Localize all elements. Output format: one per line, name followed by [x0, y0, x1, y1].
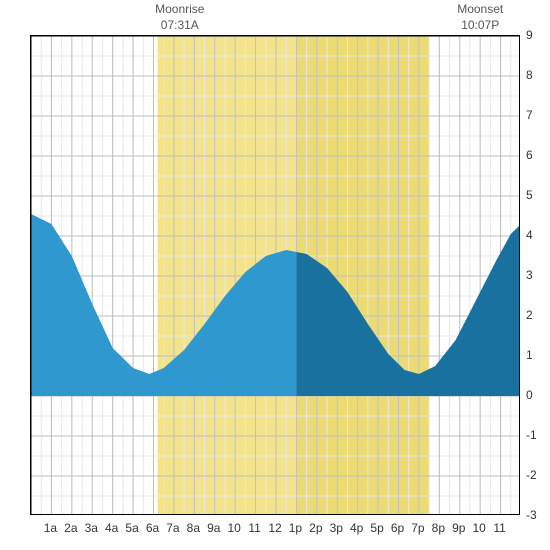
y-tick-label: 1 — [526, 348, 533, 362]
x-tick-label: 8a — [187, 521, 200, 535]
moonrise-title: Moonrise — [155, 2, 204, 18]
x-tick-label: 7a — [166, 521, 179, 535]
moonrise-time: 07:31A — [155, 18, 204, 34]
x-tick-label: 5p — [370, 521, 383, 535]
x-tick-label: 4a — [105, 521, 118, 535]
x-tick-label: 9p — [452, 521, 465, 535]
y-tick-label: -3 — [526, 508, 537, 522]
x-tick-label: 1p — [289, 521, 302, 535]
plot-svg — [31, 36, 520, 515]
x-tick-label: 7p — [411, 521, 424, 535]
x-tick-label: 10 — [227, 521, 240, 535]
x-tick-label: 8p — [432, 521, 445, 535]
y-tick-label: 8 — [526, 68, 533, 82]
x-tick-label: 3p — [330, 521, 343, 535]
moonset-title: Moonset — [457, 2, 503, 18]
y-tick-label: 5 — [526, 188, 533, 202]
moonset-label: Moonset 10:07P — [457, 2, 503, 33]
x-tick-label: 9a — [207, 521, 220, 535]
x-tick-label: 5a — [125, 521, 138, 535]
x-tick-label: 3a — [85, 521, 98, 535]
x-tick-label: 2p — [309, 521, 322, 535]
y-tick-label: 2 — [526, 308, 533, 322]
y-tick-label: 7 — [526, 108, 533, 122]
y-tick-label: 4 — [526, 228, 533, 242]
moonset-time: 10:07P — [457, 18, 503, 34]
moonrise-label: Moonrise 07:31A — [155, 2, 204, 33]
y-tick-label: 0 — [526, 388, 533, 402]
tide-chart: Moonrise 07:31A Moonset 10:07P 9 8 7 6 5 4 3 2 1… — [0, 0, 550, 550]
y-tick-label: 3 — [526, 268, 533, 282]
y-tick-label: 9 — [526, 28, 533, 42]
plot-area — [30, 35, 520, 515]
x-tick-label: 11 — [493, 521, 505, 535]
x-tick-label: 2a — [64, 521, 77, 535]
y-tick-label: -1 — [526, 428, 537, 442]
x-tick-label: 6a — [146, 521, 159, 535]
x-tick-label: 4p — [350, 521, 363, 535]
x-tick-label: 10 — [472, 521, 485, 535]
x-tick-label: 1a — [44, 521, 57, 535]
x-tick-label: 12 — [268, 521, 281, 535]
y-tick-label: -2 — [526, 468, 537, 482]
x-tick-label: 6p — [391, 521, 404, 535]
x-tick-label: 11 — [248, 521, 260, 535]
y-tick-label: 6 — [526, 148, 533, 162]
